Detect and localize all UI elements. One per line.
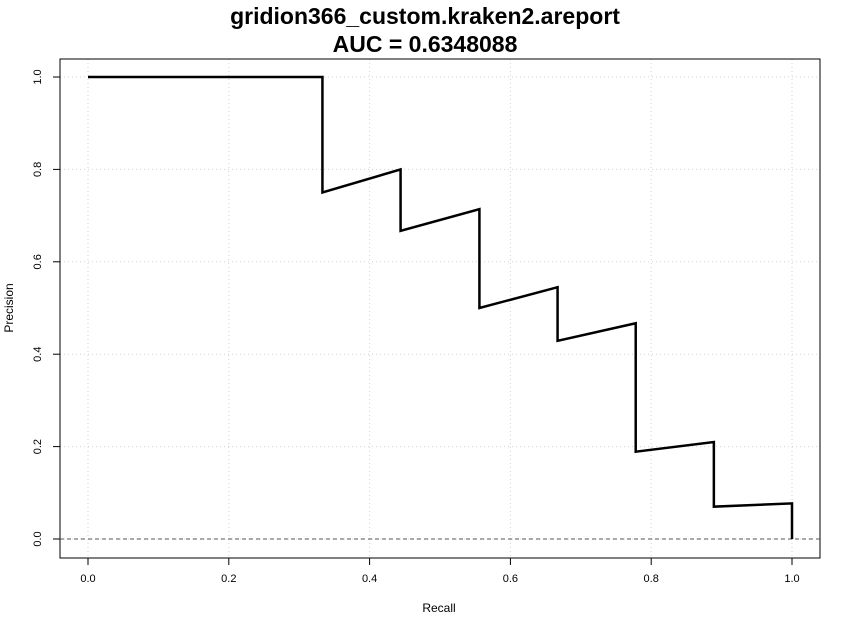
chart-subtitle: AUC = 0.6348088: [332, 31, 518, 57]
axes: 0.0 0.2 0.4 0.6 0.8 1.0 0.0 0.2 0.4 0.6 0.8 1.0: [32, 69, 800, 585]
x-tick-label: 0.6: [503, 573, 518, 585]
y-tick-label: 0.4: [32, 347, 44, 362]
y-axis-title: Precision: [2, 283, 16, 332]
x-tick-label: 0.0: [80, 573, 95, 585]
y-tick-label: 0.2: [32, 439, 44, 454]
x-tick-label: 1.0: [784, 573, 799, 585]
y-tick-label: 1.0: [32, 69, 44, 84]
pr-curve-line: [88, 75, 794, 539]
grid: [60, 59, 820, 558]
y-tick-label: 0.6: [32, 254, 44, 269]
y-tick-label: 0.0: [32, 531, 44, 546]
plot-frame: [59, 58, 821, 559]
x-tick-label: 0.2: [221, 573, 236, 585]
x-tick-label: 0.8: [644, 573, 659, 585]
y-tick-label: 0.8: [32, 162, 44, 177]
x-axis-title: Recall: [422, 601, 455, 615]
x-tick-label: 0.4: [362, 573, 377, 585]
chart-title: gridion366_custom.kraken2.areport: [230, 3, 620, 29]
series-layer: [88, 75, 794, 539]
